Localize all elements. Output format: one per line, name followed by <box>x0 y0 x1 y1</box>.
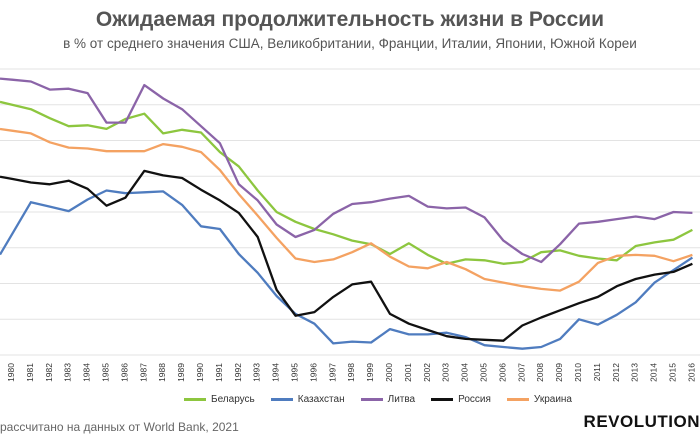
x-tick-label: 2016 <box>686 363 696 382</box>
x-tick-label: 1992 <box>233 363 243 382</box>
x-tick-label: 2006 <box>497 363 507 382</box>
x-tick-label: 2013 <box>630 363 640 382</box>
x-tick-label: 1982 <box>44 363 54 382</box>
x-axis-ticks: 1980 1981 1982 1983 1984 1985 1986 1987 1988 1989… <box>6 363 696 382</box>
x-tick-label: 1999 <box>365 363 375 382</box>
x-tick-label: 1996 <box>308 363 318 382</box>
x-tick-label: 2011 <box>592 363 602 382</box>
x-tick-label: 2009 <box>554 363 564 382</box>
x-tick-label: 1993 <box>252 363 262 382</box>
x-tick-label: 1984 <box>82 363 92 382</box>
x-tick-label: 2001 <box>403 363 413 382</box>
x-tick-label: 2000 <box>384 363 394 382</box>
x-tick-label: 1991 <box>214 363 224 382</box>
legend-swatch <box>431 398 454 401</box>
legend-swatch <box>360 398 383 401</box>
legend-label: Украина <box>533 394 572 405</box>
legend-label: Россия <box>458 394 491 405</box>
x-tick-label: 1994 <box>271 363 281 382</box>
chart-title: Ожидаемая продолжительность жизни в Росс… <box>95 8 605 31</box>
series-line-украина <box>0 127 693 292</box>
series-lines <box>0 77 694 350</box>
x-tick-label: 1981 <box>25 363 35 382</box>
x-tick-label: 2010 <box>573 363 583 382</box>
x-tick-label: 1998 <box>346 363 356 382</box>
series-line-беларусь <box>0 100 693 265</box>
x-tick-label: 1980 <box>6 363 16 382</box>
legend-swatch <box>270 398 293 401</box>
x-tick-label: 2005 <box>479 363 489 382</box>
legend: Беларусь Казахстан Литва Россия Украина <box>184 394 572 405</box>
x-tick-label: 1983 <box>63 363 73 382</box>
series-line-казахстан <box>0 189 694 350</box>
series-line-россия <box>0 169 693 342</box>
x-tick-label: 1988 <box>157 363 167 382</box>
legend-item: Литва <box>360 394 416 405</box>
legend-label: Казахстан <box>297 394 345 405</box>
x-tick-label: 2007 <box>516 363 526 382</box>
legend-item: Россия <box>431 394 491 405</box>
source-note: рассчитано на данных от World Bank, 2021 <box>0 420 239 434</box>
x-tick-label: 1989 <box>176 363 186 382</box>
legend-label: Литва <box>387 394 416 405</box>
chart-subtitle: в % от среднего значения США, Великобрит… <box>63 36 637 51</box>
legend-swatch <box>184 398 206 401</box>
legend-swatch <box>506 398 529 401</box>
x-tick-label: 2014 <box>649 363 659 382</box>
x-tick-label: 1987 <box>138 363 148 382</box>
x-tick-label: 2003 <box>441 363 451 382</box>
x-tick-label: 1990 <box>195 363 205 382</box>
x-tick-label: 1997 <box>327 363 337 382</box>
x-tick-label: 1985 <box>101 363 111 382</box>
gridlines <box>0 68 700 356</box>
x-tick-label: 2002 <box>422 363 432 382</box>
x-tick-label: 2015 <box>668 363 678 382</box>
x-tick-label: 1986 <box>119 363 129 382</box>
legend-item: Беларусь <box>184 394 255 405</box>
x-tick-label: 2012 <box>611 363 621 382</box>
legend-item: Казахстан <box>270 394 345 405</box>
x-tick-label: 2008 <box>535 363 545 382</box>
legend-item: Украина <box>506 394 572 405</box>
x-tick-label: 1995 <box>290 363 300 382</box>
legend-label: Беларусь <box>211 394 255 405</box>
revolution-logo: REVOLUTION <box>583 412 700 431</box>
x-tick-label: 2004 <box>460 363 470 382</box>
series-line-литва <box>0 77 693 264</box>
